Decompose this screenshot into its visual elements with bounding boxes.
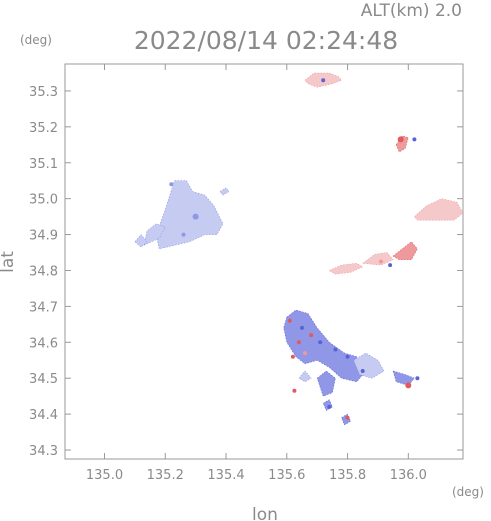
- echo-spot-red-12: [303, 351, 307, 356]
- echo-spot-blue-16: [345, 354, 350, 359]
- echo-region-blue-6: [392, 370, 415, 386]
- echo-spot-red-9: [296, 340, 301, 345]
- x-tick-label: 135.4: [207, 468, 244, 483]
- y-tick-label: 34.6: [29, 336, 58, 351]
- echo-spot-blue-20: [192, 213, 199, 220]
- echo-spot-blue-15: [333, 347, 338, 352]
- echo-spot-blue-22: [181, 232, 186, 237]
- echo-region-blue-1: [143, 223, 166, 246]
- y-tick-label: 35.0: [29, 193, 58, 208]
- echo-spot-red-5: [405, 382, 412, 389]
- echo-region-blue-4: [283, 309, 367, 383]
- echo-spot-blue-3: [388, 263, 393, 268]
- echo-region-blue-8: [341, 413, 351, 426]
- echo-region-red-13: [328, 262, 364, 275]
- y-axis: 34.3 34.4 34.5 34.6 34.7 34.8 34.9 35.0 35.1 35.2…: [29, 85, 463, 459]
- echo-spot-red-4: [379, 259, 383, 264]
- y-tick-label: 34.5: [29, 372, 58, 387]
- echo-spot-blue-6: [415, 376, 420, 381]
- echo-spot-red-0: [397, 136, 404, 143]
- y-tick-label: 34.3: [29, 444, 58, 459]
- echo-region-blue-9: [322, 399, 333, 411]
- echo-region-red-14: [362, 252, 394, 266]
- x-tick-label: 135.0: [86, 468, 123, 483]
- echo-spot-red-11: [309, 333, 314, 338]
- x-tick-label: 135.6: [268, 468, 305, 483]
- echo-spot-red-10: [290, 354, 295, 359]
- x-tick-label: 135.8: [329, 468, 366, 483]
- echo-region-red-15: [392, 241, 418, 261]
- x-axis: 135.0 135.2 135.4 135.6 135.8 136.0: [86, 64, 427, 483]
- y-tick-label: 35.3: [29, 85, 58, 100]
- echo-spots: [169, 78, 420, 420]
- echo-spot-red-19: [345, 415, 350, 420]
- echo-spot-blue-17: [360, 369, 365, 373]
- echo-spot-blue-14: [318, 340, 323, 345]
- echo-spot-red-7: [292, 388, 297, 393]
- echo-region-blue-3: [219, 187, 230, 196]
- y-axis-title: lat: [0, 251, 18, 273]
- y-tick-label: 35.1: [29, 157, 58, 172]
- echo-regions: [134, 72, 464, 426]
- y-tick-label: 34.4: [29, 408, 58, 423]
- echo-region-blue-2: [134, 234, 148, 248]
- echo-spot-blue-18: [327, 404, 332, 409]
- timestamp-title: 2022/08/14 02:24:48: [134, 26, 398, 55]
- y-tick-label: 34.9: [29, 229, 58, 244]
- x-tick-label: 135.2: [147, 468, 184, 483]
- y-tick-label: 34.8: [29, 264, 58, 279]
- x-axis-unit: (deg): [452, 485, 484, 499]
- echo-spot-red-8: [287, 318, 292, 323]
- echo-spot-blue-13: [300, 325, 304, 330]
- echo-spot-blue-21: [169, 182, 174, 187]
- echo-region-blue-0: [155, 180, 224, 250]
- x-axis-title: lon: [252, 505, 278, 521]
- plot-frame: [64, 63, 464, 460]
- echo-region-blue-10: [298, 370, 312, 383]
- altitude-label: ALT(km) 2.0: [361, 1, 462, 21]
- echo-spot-blue-2: [321, 78, 326, 83]
- y-tick-label: 35.2: [29, 121, 58, 136]
- echo-region-blue-7: [316, 370, 336, 397]
- plot-area: [134, 72, 464, 426]
- echo-spot-blue-1: [412, 137, 417, 142]
- y-tick-label: 34.7: [29, 300, 58, 315]
- x-tick-label: 136.0: [390, 468, 427, 483]
- y-axis-unit: (deg): [20, 33, 52, 47]
- echo-region-red-12: [414, 198, 464, 221]
